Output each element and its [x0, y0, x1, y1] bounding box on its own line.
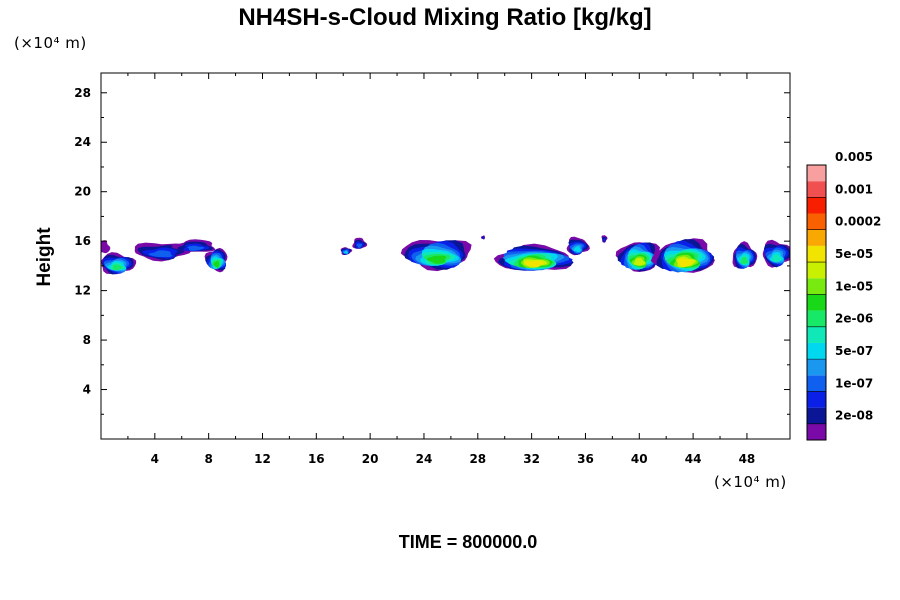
x-tick-label: 36: [577, 452, 594, 466]
cloud-contour: [772, 254, 782, 262]
x-tick-label: 48: [739, 452, 756, 466]
x-tick-label: 8: [204, 452, 212, 466]
colorbar-label: 1e-05: [835, 279, 873, 293]
colorbar-swatch: [807, 181, 826, 198]
y-tick-label: 24: [74, 135, 91, 149]
colorbar-swatch: [807, 423, 826, 440]
colorbar-swatch: [807, 165, 826, 182]
colorbar-swatch: [807, 213, 826, 230]
cloud-contour: [112, 264, 124, 271]
cloud-contour: [633, 258, 646, 266]
x-tick-label: 4: [151, 452, 159, 466]
colorbar-label: 5e-07: [835, 344, 873, 358]
colorbar-swatch: [807, 245, 826, 263]
time-label: TIME = 800000.0: [399, 532, 538, 552]
colorbar-swatch: [807, 326, 826, 343]
colorbar-label: 0.0002: [835, 215, 881, 229]
x-tick-label: 20: [362, 452, 379, 466]
cloud-contour: [148, 250, 173, 258]
y-axis: 4 8 12 16 20 24 28: [74, 86, 790, 415]
colorbar-swatch: [807, 359, 826, 376]
y-tick-label: 8: [83, 333, 91, 347]
y-tick-label: 4: [83, 383, 91, 397]
colorbar-label: 0.005: [835, 150, 873, 164]
y-tick-label: 20: [74, 185, 91, 199]
cloud-contour: [426, 255, 447, 264]
cloud-contour: [573, 246, 581, 253]
x-tick-label: 24: [416, 452, 433, 466]
cloud-contour: [344, 251, 348, 254]
x-tick-label: 32: [523, 452, 540, 466]
x-tick-label: 12: [254, 452, 271, 466]
y-tick-label: 12: [74, 284, 91, 298]
y-tick-label: 16: [74, 234, 91, 248]
colorbar-swatch: [807, 391, 826, 408]
colorbar-swatch: [807, 197, 826, 214]
colorbar-label: 5e-05: [835, 247, 873, 261]
colorbar-swatch: [807, 342, 826, 360]
cloud-contour: [187, 245, 205, 251]
y-tick-label: 28: [74, 86, 91, 100]
colorbar-swatch: [807, 407, 826, 424]
colorbar-label: 1e-07: [835, 376, 873, 390]
x-tick-label: 28: [469, 452, 486, 466]
cloud-field: [101, 235, 790, 275]
cloud-contour: [482, 237, 485, 239]
colorbar: 2e-08 1e-07 5e-07 2e-06 1e-05 5e-05 0.0002 0.00…: [806, 150, 881, 441]
cloud-contour: [213, 260, 220, 268]
cloud-contour: [740, 257, 749, 265]
x-unit-label: (×10⁴ m): [714, 473, 787, 491]
x-tick-label: 44: [685, 452, 702, 466]
colorbar-label: 2e-06: [835, 312, 873, 326]
y-axis-title: Height: [34, 227, 55, 287]
chart-title: NH4SH-s-Cloud Mixing Ratio [kg/kg]: [238, 4, 651, 31]
colorbar-swatch: [807, 278, 826, 295]
colorbar-swatch: [807, 229, 826, 246]
x-tick-label: 40: [631, 452, 648, 466]
cloud-contour: [101, 240, 111, 254]
cloud-contour: [524, 260, 545, 268]
cloud-contour: [677, 258, 693, 268]
x-axis: 4 8 12 16 20 24 28 32 36 40 44 48: [127, 73, 756, 466]
colorbar-swatch: [807, 262, 826, 279]
colorbar-swatch: [807, 375, 826, 392]
colorbar-label: 2e-08: [835, 409, 873, 423]
cloud-contour: [356, 243, 362, 248]
cloud-contour: [602, 238, 606, 242]
colorbar-swatch: [807, 294, 826, 311]
y-unit-label: (×10⁴ m): [14, 34, 87, 52]
colorbar-swatch: [807, 310, 826, 327]
plot-frame: [100, 72, 791, 440]
x-tick-label: 16: [308, 452, 325, 466]
colorbar-label: 0.001: [835, 182, 873, 196]
